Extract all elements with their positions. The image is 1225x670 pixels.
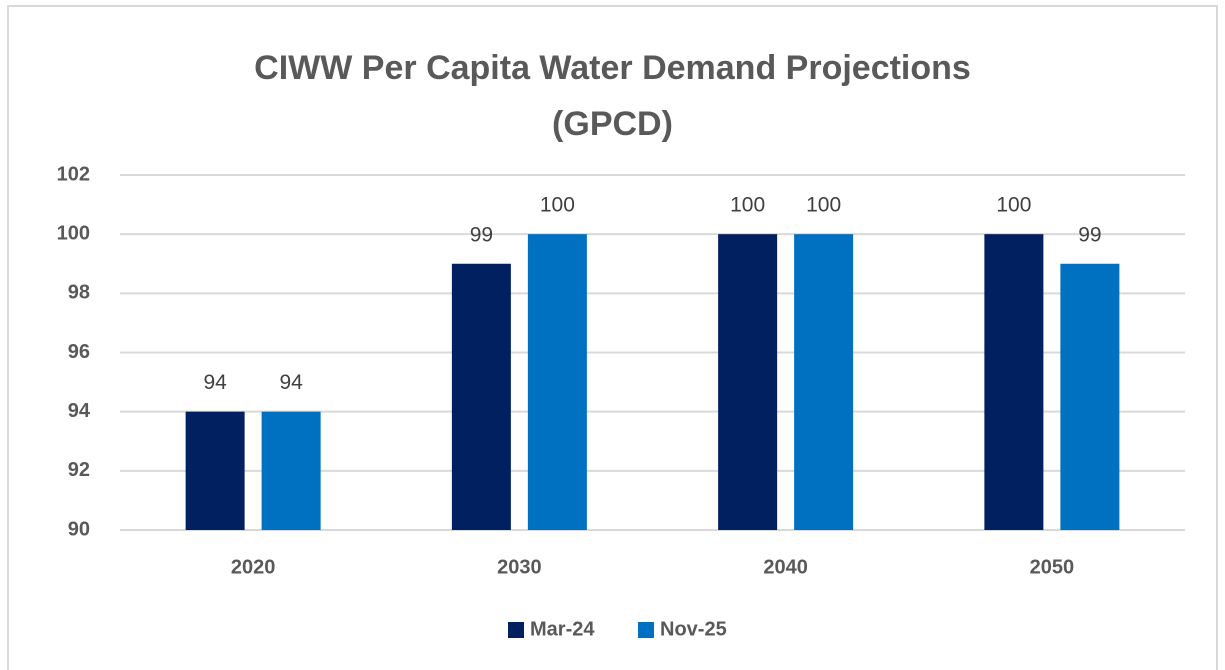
y-tick-label: 100: [57, 222, 90, 244]
x-tick-label: 2030: [497, 556, 542, 578]
data-label: 99: [470, 223, 493, 246]
bar: [794, 234, 854, 530]
x-tick-label: 2020: [231, 556, 276, 578]
data-label: 100: [806, 194, 841, 217]
bar: [451, 263, 511, 530]
x-tick-label: 2050: [1030, 556, 1075, 578]
legend-label: Mar-24: [530, 618, 595, 640]
bar: [1060, 263, 1120, 530]
data-label: 94: [279, 371, 303, 394]
data-label: 100: [540, 194, 575, 217]
x-tick-label: 2040: [763, 556, 808, 578]
bar: [261, 411, 321, 530]
y-tick-label: 94: [68, 400, 91, 422]
legend-swatch: [638, 622, 654, 638]
data-label: 94: [203, 371, 227, 394]
bar: [984, 234, 1044, 530]
chart-title: CIWW Per Capita Water Demand Projections…: [254, 49, 971, 143]
y-tick-label: 90: [68, 518, 90, 540]
bar: [718, 234, 778, 530]
data-label: 100: [996, 194, 1031, 217]
data-label: 99: [1078, 223, 1101, 246]
bar: [527, 234, 587, 530]
y-tick-label: 102: [57, 163, 90, 185]
bar: [185, 411, 245, 530]
legend-label: Nov-25: [660, 618, 727, 640]
legend-swatch: [508, 622, 524, 638]
y-tick-label: 92: [68, 459, 90, 481]
data-label: 100: [730, 194, 765, 217]
y-tick-label: 98: [68, 282, 90, 304]
y-tick-label: 96: [68, 341, 90, 363]
